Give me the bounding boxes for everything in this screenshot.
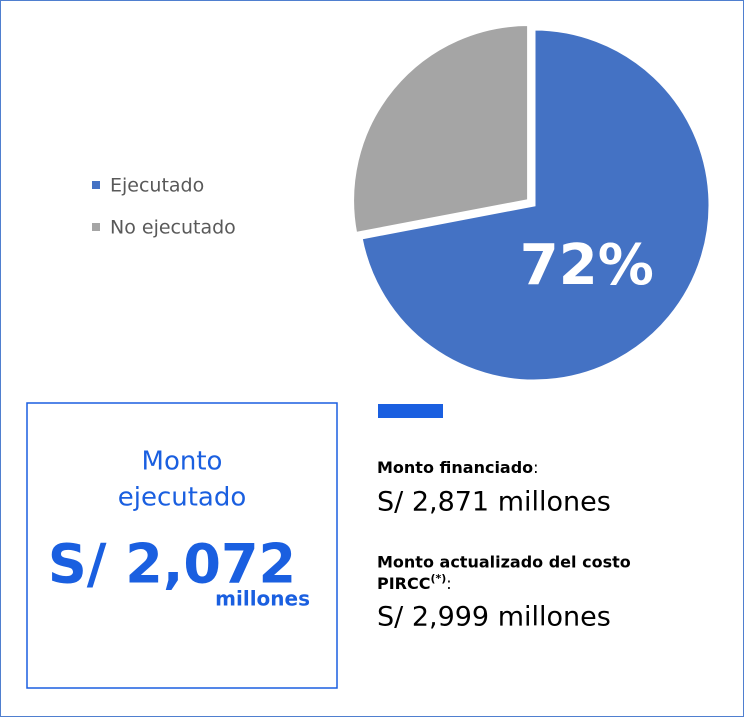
footnote-mark: (*) <box>430 572 446 585</box>
data-label: 72% <box>520 233 654 298</box>
separator: : <box>446 574 451 593</box>
detail-label-text: Monto financiado <box>377 458 533 477</box>
legend-label: Ejecutado <box>110 175 204 197</box>
detail-label: Monto financiado: <box>377 458 539 477</box>
box-amount: S/ 2,072 <box>48 533 296 596</box>
legend-marker <box>92 181 100 189</box>
detail-label: PIRCC(*): <box>377 572 452 593</box>
legend-label: No ejecutado <box>110 217 236 239</box>
detail-label-text: PIRCC <box>377 574 430 593</box>
separator: : <box>533 458 538 477</box>
accent-bar <box>378 404 443 418</box>
summary-box <box>26 402 338 689</box>
pie-slice <box>351 23 531 236</box>
pie-slice <box>359 27 712 383</box>
legend-marker <box>92 223 100 231</box>
detail-value: S/ 2,871 millones <box>377 487 611 518</box>
detail-label: Monto actualizado del costo <box>377 553 631 572</box>
box-title: ejecutado <box>118 483 247 513</box>
box-unit: millones <box>215 587 310 611</box>
box-title: Monto <box>142 447 223 477</box>
detail-value: S/ 2,999 millones <box>377 602 611 633</box>
